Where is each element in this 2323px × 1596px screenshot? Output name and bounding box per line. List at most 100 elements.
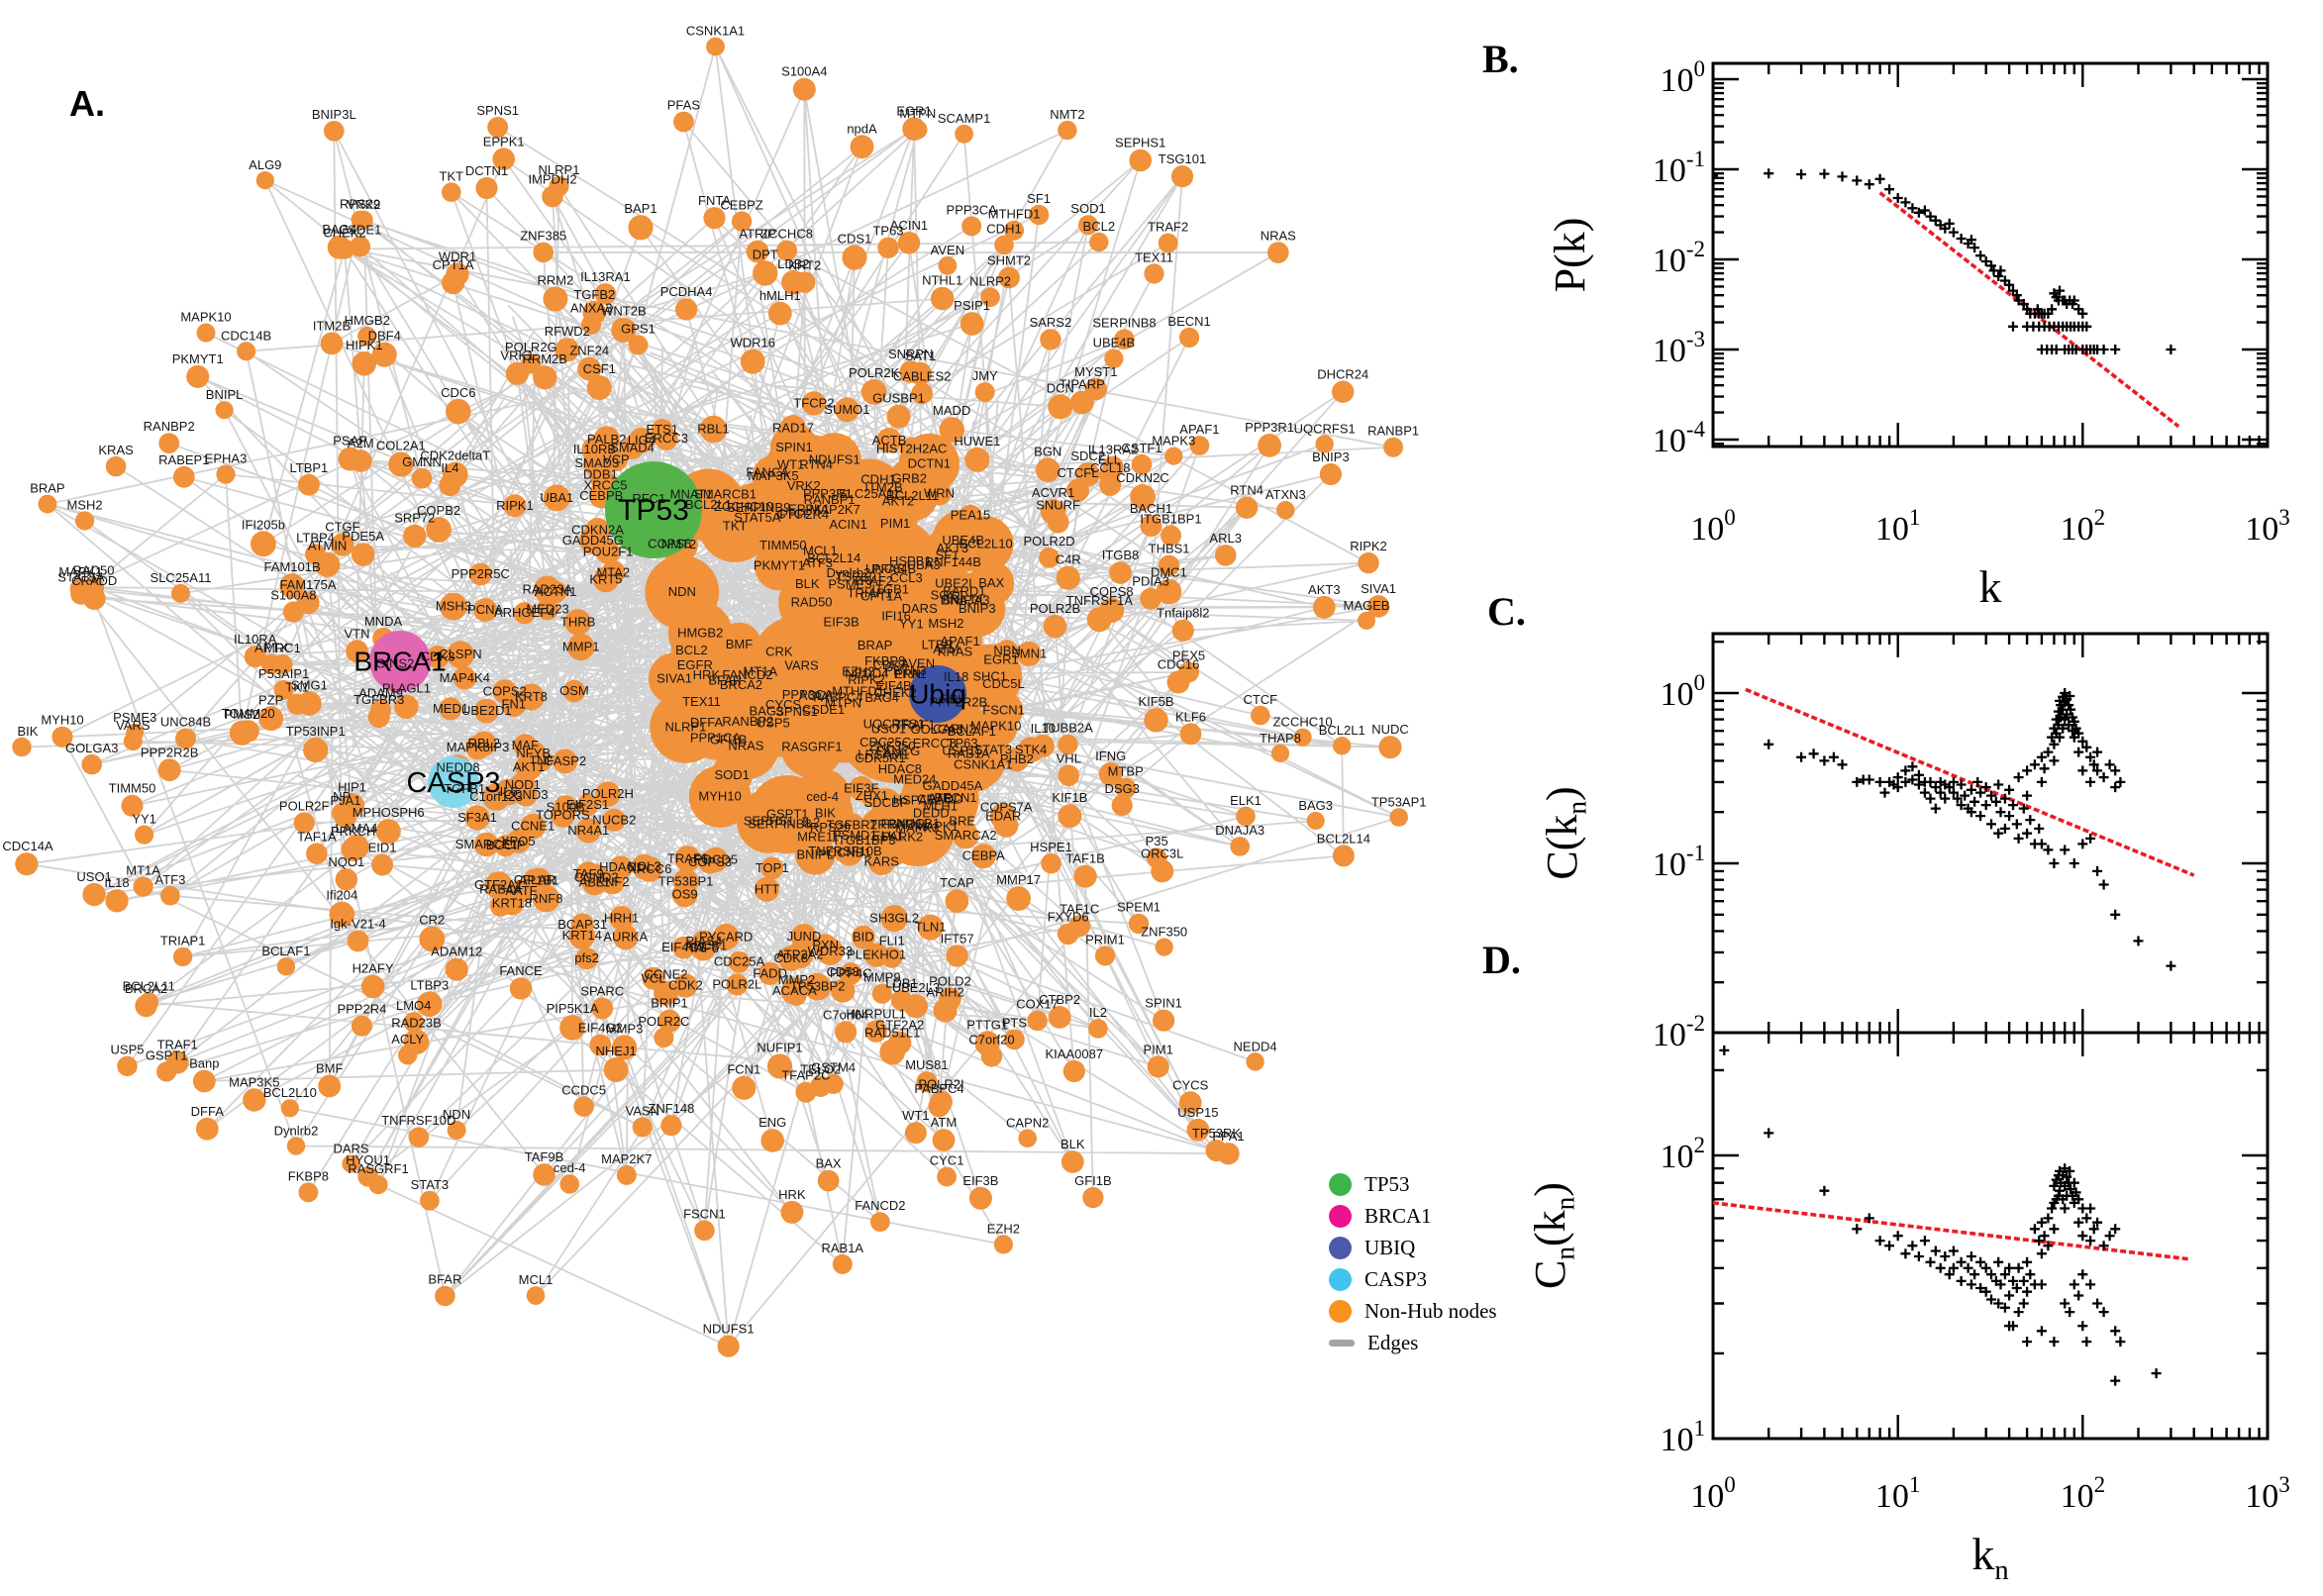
network-node bbox=[370, 699, 391, 721]
network-node-label: BAG4 bbox=[864, 690, 899, 705]
network-node-label: CABLES2 bbox=[893, 369, 952, 384]
network-node-label: IMPDH2 bbox=[528, 172, 576, 187]
network-node bbox=[835, 1021, 858, 1044]
network-node-label: MAPK3 bbox=[1152, 434, 1195, 449]
network-node-label: DNAJA3 bbox=[941, 592, 990, 607]
network-node-label: ACTB bbox=[872, 433, 907, 448]
network-node-label: UNC84B bbox=[160, 714, 211, 729]
network-node-label: PPP3CA bbox=[782, 687, 834, 702]
network-node bbox=[564, 609, 591, 636]
network-node-label: LAMA4 bbox=[336, 821, 378, 836]
network-node bbox=[509, 772, 536, 799]
network-node-label: PTTG1 bbox=[966, 1017, 1008, 1032]
network-node-label: CDC14A bbox=[2, 839, 53, 853]
network-node-label: PPA1 bbox=[1212, 1129, 1244, 1144]
network-node bbox=[660, 1115, 682, 1137]
network-node-label: ZNF350 bbox=[1141, 925, 1187, 940]
network-node bbox=[699, 415, 728, 444]
network-node bbox=[753, 260, 778, 286]
network-node-label: S100A4 bbox=[781, 64, 827, 79]
network-node bbox=[801, 391, 827, 416]
network-node-label: RAB1A bbox=[821, 1241, 863, 1255]
network-node bbox=[814, 934, 838, 957]
panel-c-label: C. bbox=[1487, 589, 1526, 634]
network-node-label: CDK5R1 bbox=[855, 750, 905, 765]
hub-node-brca1 bbox=[369, 631, 431, 692]
legend-label: CASP3 bbox=[1364, 1266, 1428, 1291]
network-node bbox=[820, 544, 920, 644]
network-node-label: MTPN bbox=[899, 106, 936, 121]
network-node-label: MCL1 bbox=[519, 1272, 554, 1287]
network-node bbox=[674, 298, 698, 321]
network-node-label: BNIP3L bbox=[312, 107, 356, 122]
network-node-label: IL2 bbox=[802, 815, 820, 830]
network-node bbox=[331, 533, 354, 556]
network-node-label: BMF bbox=[726, 637, 754, 651]
scatter-points bbox=[1713, 168, 2176, 354]
network-node-label: COPS7A bbox=[980, 799, 1033, 814]
network-node-label: HMGB2 bbox=[345, 313, 390, 328]
network-node-label: LRSAM1 bbox=[858, 748, 909, 762]
network-node bbox=[157, 758, 181, 782]
network-node-label: MAPK10 bbox=[180, 310, 231, 325]
network-node-label: COX17 bbox=[1016, 997, 1059, 1012]
network-node-label: AKT3 bbox=[1308, 582, 1341, 597]
network-node-label: PPP2R4 bbox=[779, 507, 829, 522]
network-node bbox=[760, 856, 784, 880]
network-node-label: USO1 bbox=[76, 869, 111, 884]
network-node-label: CDH1 bbox=[860, 472, 895, 487]
network-node-label: UBE4B bbox=[1093, 336, 1136, 350]
chart-panel-d: 102 101 100 101 102 103 kn​ Cn​(kn​) bbox=[1526, 1031, 2290, 1586]
network-node-label: VRK2 bbox=[347, 197, 380, 212]
network-node bbox=[403, 524, 427, 549]
network-node bbox=[758, 639, 872, 753]
network-node bbox=[158, 433, 180, 454]
network-node bbox=[946, 945, 968, 967]
legend-item-casp3: CASP3 bbox=[1329, 1267, 1497, 1291]
network-node-label: SERPINB8 bbox=[748, 816, 811, 831]
network-node bbox=[375, 819, 401, 845]
network-node-label: BNIPL bbox=[797, 847, 835, 861]
network-node-label: NDN bbox=[443, 1107, 470, 1122]
network-node-label: YY1 bbox=[899, 617, 924, 632]
network-node bbox=[595, 540, 621, 564]
network-node-label: MED1 bbox=[433, 701, 468, 716]
network-node-label: PSME3 bbox=[828, 577, 871, 592]
y-axis-title: P(k) bbox=[1546, 218, 1594, 293]
network-node bbox=[1146, 848, 1167, 869]
network-node-label: hMLH1 bbox=[759, 288, 801, 303]
network-node-label: OSM bbox=[559, 683, 589, 698]
network-node bbox=[251, 531, 276, 557]
network-node-label: GOLGA3 bbox=[910, 722, 962, 737]
network-node bbox=[933, 998, 958, 1023]
network-node-label: MTA2 bbox=[596, 564, 630, 579]
network-node-label: MNAT1 bbox=[670, 487, 713, 502]
hub-node-ubiq bbox=[909, 665, 966, 723]
network-node bbox=[786, 942, 814, 969]
network-node-label: PRIM1 bbox=[1085, 932, 1125, 947]
network-node-label: TUBB2A bbox=[1043, 721, 1093, 736]
network-node-label: MLH1 bbox=[923, 799, 958, 814]
network-node-label: C7orf64 bbox=[823, 1007, 868, 1022]
network-node-label: FANCD2 bbox=[855, 1198, 905, 1213]
network-node bbox=[439, 474, 461, 497]
network-node bbox=[1171, 619, 1194, 642]
network-node-label: ADAM12 bbox=[431, 945, 482, 959]
network-node bbox=[303, 737, 329, 763]
network-node-label: AVEN bbox=[901, 656, 935, 671]
network-node-label: MSH2 bbox=[66, 498, 102, 513]
network-node-label: A2M bbox=[348, 436, 374, 450]
network-node bbox=[737, 789, 801, 853]
network-node-label: CCNB1 bbox=[828, 845, 871, 859]
network-node-label: BAX bbox=[978, 575, 1004, 590]
network-node bbox=[980, 287, 1000, 308]
network-node bbox=[523, 868, 547, 892]
network-node bbox=[351, 543, 375, 566]
network-node-label: DNAJA3 bbox=[1215, 823, 1264, 838]
network-node bbox=[1109, 561, 1132, 584]
network-node-label: BAG3 bbox=[750, 704, 784, 719]
network-node bbox=[726, 973, 749, 996]
network-node bbox=[215, 401, 234, 420]
x-tick-label: 103 bbox=[2245, 505, 2290, 548]
network-node bbox=[594, 283, 617, 305]
